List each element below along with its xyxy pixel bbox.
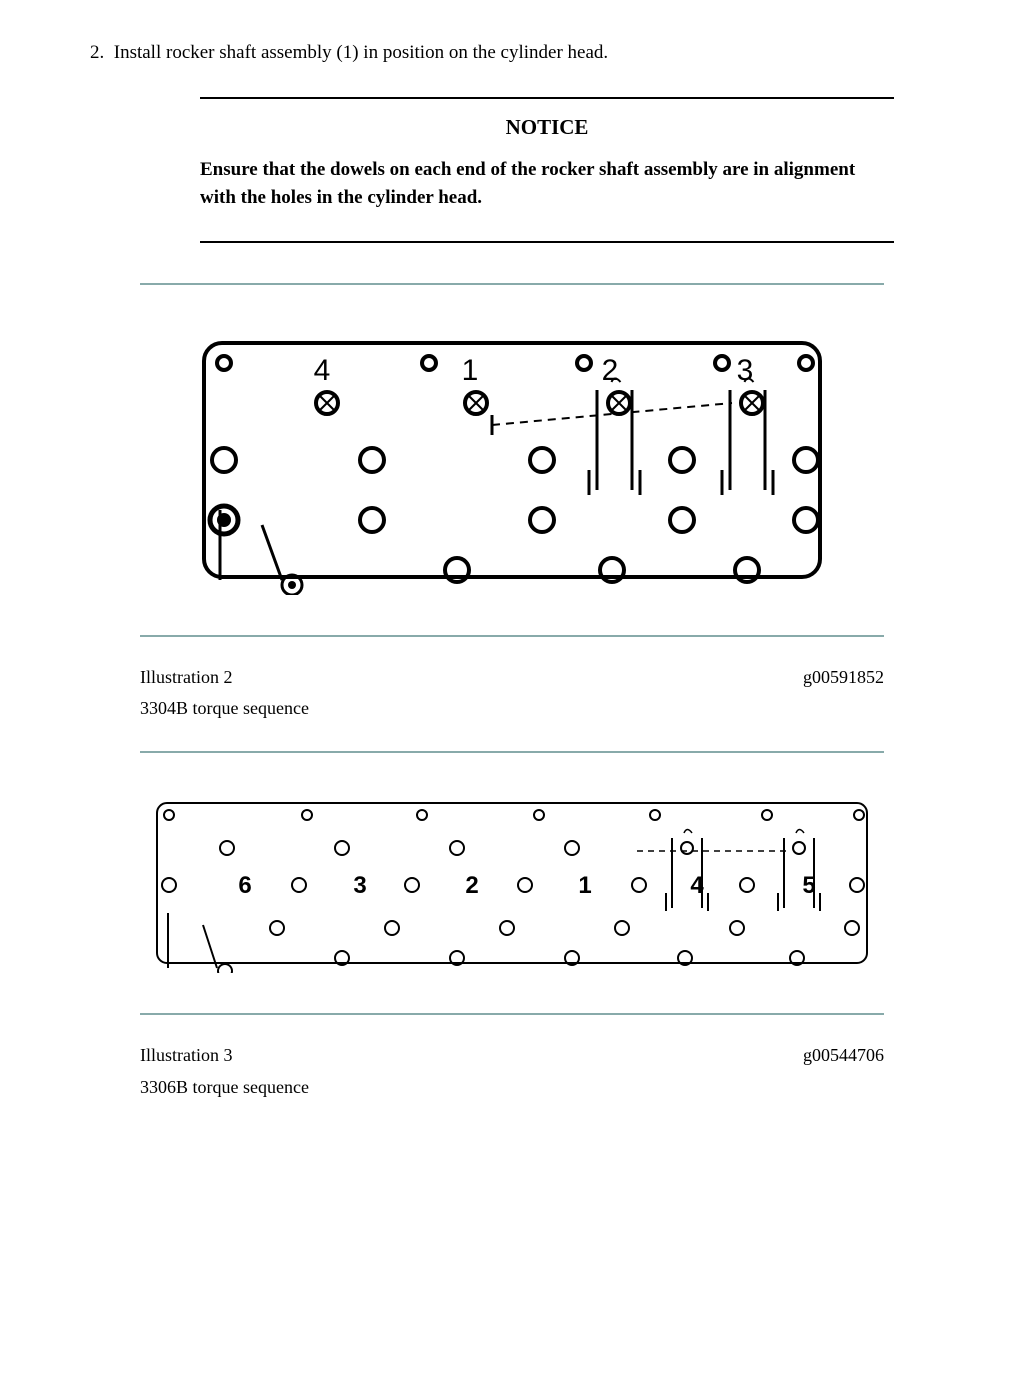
svg-text:5: 5 bbox=[802, 872, 815, 899]
svg-text:6: 6 bbox=[238, 872, 251, 899]
illustration-3-code: g00544706 bbox=[803, 1043, 884, 1068]
step-number: 2. bbox=[90, 42, 104, 63]
svg-text:1: 1 bbox=[462, 354, 479, 387]
caption-row-2: Illustration 2 g00591852 bbox=[140, 655, 884, 696]
svg-text:4: 4 bbox=[314, 354, 331, 387]
svg-text:4: 4 bbox=[690, 872, 704, 899]
illustration-2-subtitle: 3304B torque sequence bbox=[140, 696, 884, 733]
illustration-3-subtitle: 3306B torque sequence bbox=[140, 1075, 884, 1112]
illustration-3-label: Illustration 3 bbox=[140, 1043, 233, 1068]
torque-diagram-3306b: 6 3 2 1 4 5 bbox=[147, 793, 877, 973]
svg-text:2: 2 bbox=[465, 872, 478, 899]
svg-text:2: 2 bbox=[602, 354, 619, 387]
svg-text:1: 1 bbox=[578, 872, 591, 899]
notice-body: Ensure that the dowels on each end of th… bbox=[200, 156, 894, 241]
notice-title: NOTICE bbox=[200, 99, 894, 156]
svg-text:3: 3 bbox=[737, 354, 754, 387]
illustration-2-label: Illustration 2 bbox=[140, 665, 233, 690]
step-body: Install rocker shaft assembly (1) in pos… bbox=[114, 42, 608, 63]
illustration-2-code: g00591852 bbox=[803, 665, 884, 690]
step-text: 2. Install rocker shaft assembly (1) in … bbox=[90, 40, 934, 67]
illustration-2-figure: 4 1 2 3 bbox=[140, 325, 884, 595]
illustration-3-figure: 6 3 2 1 4 5 bbox=[140, 793, 884, 973]
torque-diagram-3304b: 4 1 2 3 bbox=[192, 325, 832, 595]
notice-block: NOTICE Ensure that the dowels on each en… bbox=[200, 97, 894, 243]
caption-rule-bottom-2 bbox=[140, 751, 884, 753]
illustration-2-caption-block: Illustration 2 g00591852 3304B torque se… bbox=[140, 635, 884, 753]
caption-rule-top-2 bbox=[140, 635, 884, 637]
caption-rule-top-3 bbox=[140, 1013, 884, 1015]
caption-row-3: Illustration 3 g00544706 bbox=[140, 1033, 884, 1074]
svg-text:3: 3 bbox=[353, 872, 366, 899]
illustration-3-caption-block: Illustration 3 g00544706 3306B torque se… bbox=[140, 1013, 884, 1111]
figure-rule-1 bbox=[140, 283, 884, 285]
notice-rule-bottom bbox=[200, 241, 894, 243]
